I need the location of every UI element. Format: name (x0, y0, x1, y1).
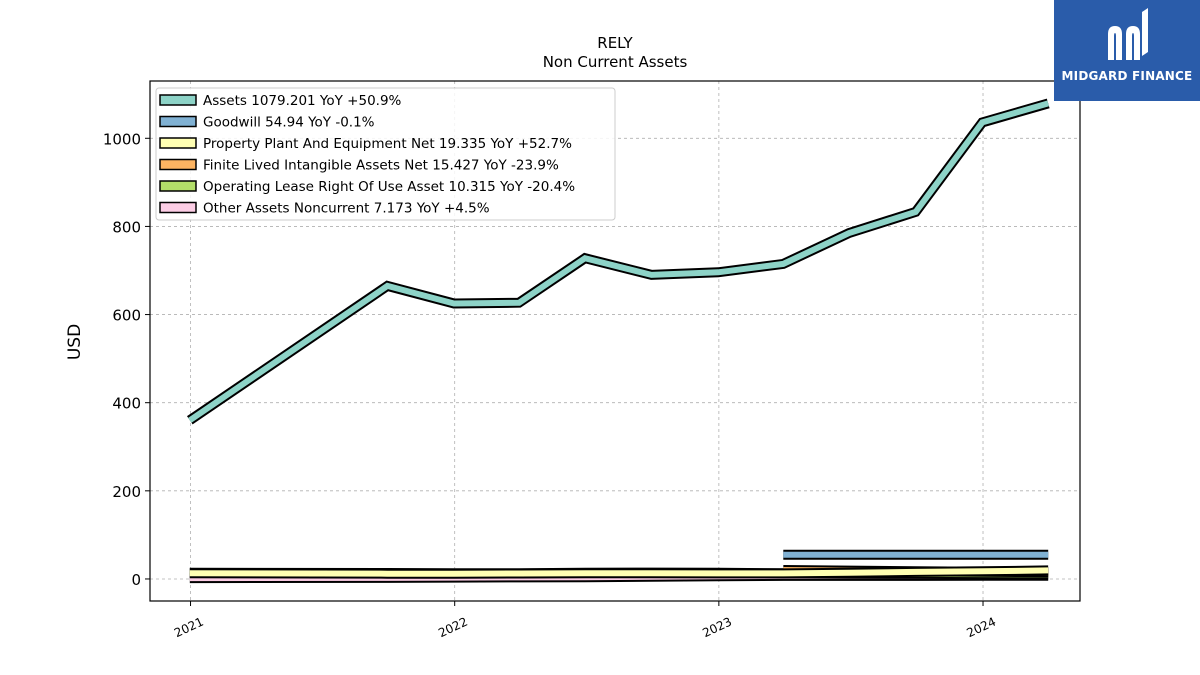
x-tick-label: 2021 (172, 615, 206, 641)
legend-swatch (159, 201, 197, 214)
legend-swatch (159, 94, 197, 106)
y-axis-ticks: 0 200 400 600 800 1000 (103, 130, 150, 589)
legend-swatch (159, 158, 197, 171)
series-layer (186, 98, 1050, 584)
legend-label: Assets 1079.201 YoY +50.9% (203, 93, 402, 109)
plot-area-frame (149, 80, 1081, 602)
y-tick-label: 0 (131, 571, 141, 589)
chart-title: RELY (597, 34, 633, 52)
x-tick-label: 2023 (700, 615, 734, 641)
legend-label: Other Assets Noncurrent 7.173 YoY +4.5% (203, 201, 490, 217)
series-line (188, 100, 1050, 423)
brand-logo: MIDGARD FINANCE (1054, 0, 1200, 101)
x-tick-label: 2024 (965, 615, 999, 641)
series-line (189, 567, 1049, 577)
y-axis-label: USD (65, 324, 85, 360)
legend-label: Finite Lived Intangible Assets Net 15.42… (203, 158, 559, 174)
y-tick-label: 400 (112, 395, 141, 413)
midgard-logo-icon (1108, 8, 1148, 60)
legend-swatch (159, 137, 197, 149)
legend: Assets 1079.201 YoY +50.9% Goodwill 54.94… (155, 87, 616, 221)
logo-text: MIDGARD FINANCE (1061, 69, 1193, 83)
legend-box (155, 87, 616, 221)
legend-label: Property Plant And Equipment Net 19.335 … (203, 136, 572, 152)
y-tick-label: 1000 (103, 130, 141, 148)
chart-subtitle: Non Current Assets (543, 53, 688, 71)
y-tick-label: 800 (112, 218, 141, 236)
y-tick-label: 200 (112, 483, 141, 501)
x-axis-ticks: 2021 2022 2023 2024 (172, 601, 998, 640)
legend-swatch (159, 115, 197, 128)
y-tick-label: 600 (112, 307, 141, 325)
legend-label: Operating Lease Right Of Use Asset 10.31… (203, 179, 575, 195)
x-tick-label: 2022 (436, 615, 470, 641)
legend-swatch (159, 180, 197, 192)
legend-label: Goodwill 54.94 YoY -0.1% (203, 115, 375, 131)
